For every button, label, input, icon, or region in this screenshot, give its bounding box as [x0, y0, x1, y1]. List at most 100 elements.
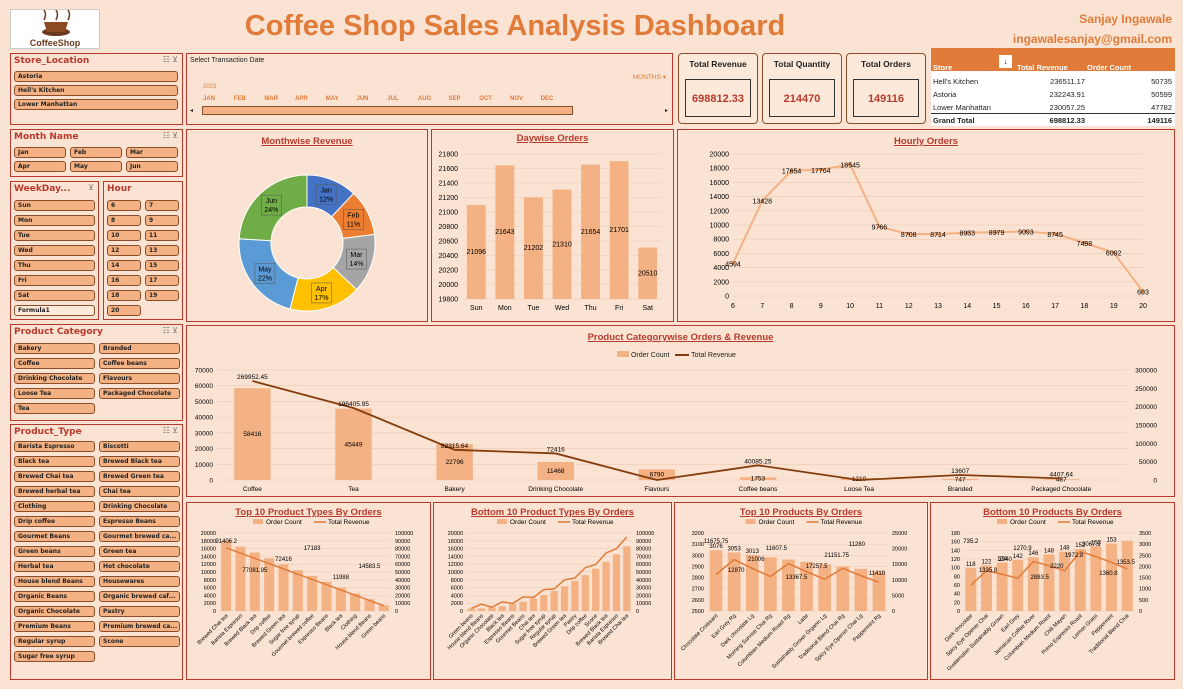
timeline-unit[interactable]: MONTHS ▾: [632, 74, 666, 81]
filter-icon[interactable]: ⊻: [88, 183, 94, 192]
slicer-item-hour-17[interactable]: 17: [145, 275, 179, 286]
column-header-orders[interactable]: Order Count: [1087, 63, 1132, 72]
slicer-item-lower-manhattan[interactable]: Lower Manhattan: [14, 99, 178, 110]
slicer-item-product-type[interactable]: Organic brewed caf...: [99, 591, 180, 602]
slicer-item-product-type[interactable]: Chai tea: [99, 486, 180, 497]
slicer-item-tea[interactable]: Tea: [14, 403, 95, 414]
y2-tick-label: 200000: [1135, 404, 1157, 411]
slicer-item-hour-11[interactable]: 11: [145, 230, 179, 241]
slicer-item-hour-20[interactable]: 20: [107, 305, 141, 316]
slicer-item-loose-tea[interactable]: Loose Tea: [14, 388, 95, 399]
timeline-scroll-right[interactable]: ▸: [664, 108, 668, 114]
column-header-store[interactable]: Store: [933, 63, 953, 72]
slicer-item-product-type[interactable]: Clothing: [14, 501, 95, 512]
timeline-month-label[interactable]: APR: [295, 96, 308, 102]
slicer-item-product-type[interactable]: Gourmet Beans: [14, 531, 95, 542]
slicer-item-jan[interactable]: Jan: [14, 147, 66, 158]
timeline-month-label[interactable]: NOV: [510, 96, 524, 102]
timeline-month-label[interactable]: AUG: [417, 96, 432, 102]
slicer-item-hour-15[interactable]: 15: [145, 260, 179, 271]
slicer-item-hells-kitchen[interactable]: Hell's Kitchen: [14, 85, 178, 96]
slicer-item-wed[interactable]: Wed: [14, 245, 95, 256]
slicer-item-sat[interactable]: Sat: [14, 290, 95, 301]
slicer-item-product-type[interactable]: Pastry: [99, 606, 180, 617]
slicer-item-product-type[interactable]: Hot chocolate: [99, 561, 180, 572]
slicer-item-product-type[interactable]: Green beans: [14, 546, 95, 557]
slicer-item-flavours[interactable]: Flavours: [99, 373, 180, 384]
slicer-item-product-type[interactable]: Scone: [99, 636, 180, 647]
slicer-item-hour-7[interactable]: 7: [145, 200, 179, 211]
timeline-month-label[interactable]: DEC: [540, 96, 554, 102]
slicer-item-packaged-chocolate[interactable]: Packaged Chocolate: [99, 388, 180, 399]
legend-swatch-bar: [745, 519, 756, 524]
slicer-item-coffee[interactable]: Coffee: [14, 358, 95, 369]
slicer-item-product-type[interactable]: Premium Beans: [14, 621, 95, 632]
slicer-item-thu[interactable]: Thu: [14, 260, 95, 271]
slicer-item-product-type[interactable]: Gourmet brewed ca...: [99, 531, 180, 542]
filter-icon[interactable]: ☷ ⊻: [162, 426, 178, 435]
slicer-item-hour-18[interactable]: 18: [107, 290, 141, 301]
slicer-item-formula1[interactable]: Formula1: [14, 305, 95, 316]
slicer-item-hour-14[interactable]: 14: [107, 260, 141, 271]
slicer-item-product-type[interactable]: Brewed Black tea: [99, 456, 180, 467]
filter-icon[interactable]: ☷ ⊻: [162, 131, 178, 140]
timeline-month-label[interactable]: MAY: [325, 96, 339, 102]
slicer-item-mon[interactable]: Mon: [14, 215, 95, 226]
slicer-item-apr[interactable]: Apr: [14, 161, 66, 172]
slicer-item-hour-16[interactable]: 16: [107, 275, 141, 286]
slicer-item-hour-10[interactable]: 10: [107, 230, 141, 241]
slicer-item-product-type[interactable]: Espresso Beans: [99, 516, 180, 527]
slicer-item-mar[interactable]: Mar: [126, 147, 178, 158]
slicer-item-drinking-chocolate[interactable]: Drinking Chocolate: [14, 373, 95, 384]
slicer-item-may[interactable]: May: [70, 161, 122, 172]
slicer-item-jun[interactable]: Jun: [126, 161, 178, 172]
x-tick-label: 13: [934, 303, 942, 310]
slicer-item-product-type[interactable]: Organic Beans: [14, 591, 95, 602]
timeline-month-label[interactable]: MAR: [264, 96, 279, 102]
slicer-item-fri[interactable]: Fri: [14, 275, 95, 286]
slicer-item-product-type[interactable]: Black tea: [14, 456, 95, 467]
slicer-item-product-type[interactable]: Drinking Chocolate: [99, 501, 180, 512]
timeline-month-label[interactable]: JUN: [356, 96, 369, 102]
slicer-item-product-type[interactable]: Premium brewed ca...: [99, 621, 180, 632]
slicer-item-product-type[interactable]: Biscotti: [99, 441, 180, 452]
bar: [996, 562, 1008, 611]
slicer-item-astoria[interactable]: Astoria: [14, 71, 178, 82]
slicer-item-product-type[interactable]: Sugar free syrup: [14, 651, 95, 662]
slicer-item-feb[interactable]: Feb: [70, 147, 122, 158]
slicer-item-product-type[interactable]: House blend Beans: [14, 576, 95, 587]
timeline-month-label[interactable]: OCT: [479, 96, 492, 102]
slicer-item-tue[interactable]: Tue: [14, 230, 95, 241]
column-header-revenue[interactable]: Total Revenue: [1017, 63, 1068, 72]
slicer-item-hour-8[interactable]: 8: [107, 215, 141, 226]
slicer-item-product-type[interactable]: Brewed Chai tea: [14, 471, 95, 482]
slicer-item-branded[interactable]: Branded: [99, 343, 180, 354]
timeline-month-label[interactable]: SEP: [448, 96, 461, 102]
timeline-month-label[interactable]: JUL: [387, 96, 399, 102]
slicer-item-product-type[interactable]: Organic Chocolate: [14, 606, 95, 617]
filter-dropdown-icon[interactable]: ↓: [999, 55, 1012, 68]
slicer-item-product-type[interactable]: Brewed Green tea: [99, 471, 180, 482]
slicer-item-product-type[interactable]: Green tea: [99, 546, 180, 557]
slicer-item-product-type[interactable]: Brewed herbal tea: [14, 486, 95, 497]
slicer-item-product-type[interactable]: Housewares: [99, 576, 180, 587]
timeline-track[interactable]: [202, 106, 573, 115]
timeline-scroll-left[interactable]: ◂: [190, 108, 194, 114]
timeline-month-label[interactable]: JAN: [203, 96, 216, 102]
slicer-item-coffee-beans[interactable]: Coffee beans: [99, 358, 180, 369]
slicer-item-product-type[interactable]: Regular syrup: [14, 636, 95, 647]
filter-icon[interactable]: ☷ ⊻: [162, 326, 178, 335]
filter-icon[interactable]: ☷ ⊻: [162, 55, 178, 64]
slicer-item-hour-13[interactable]: 13: [145, 245, 179, 256]
slicer-item-hour-12[interactable]: 12: [107, 245, 141, 256]
slicer-item-product-type[interactable]: Drip coffee: [14, 516, 95, 527]
slicer-item-bakery[interactable]: Bakery: [14, 343, 95, 354]
slicer-item-product-type[interactable]: Barista Espresso: [14, 441, 95, 452]
slicer-item-product-type[interactable]: Herbal tea: [14, 561, 95, 572]
x-tick-label: Sun: [470, 305, 483, 312]
slicer-item-hour-9[interactable]: 9: [145, 215, 179, 226]
slicer-item-sun[interactable]: Sun: [14, 200, 95, 211]
timeline-month-label[interactable]: FEB: [233, 96, 246, 102]
slicer-item-hour-19[interactable]: 19: [145, 290, 179, 301]
slicer-item-hour-6[interactable]: 6: [107, 200, 141, 211]
